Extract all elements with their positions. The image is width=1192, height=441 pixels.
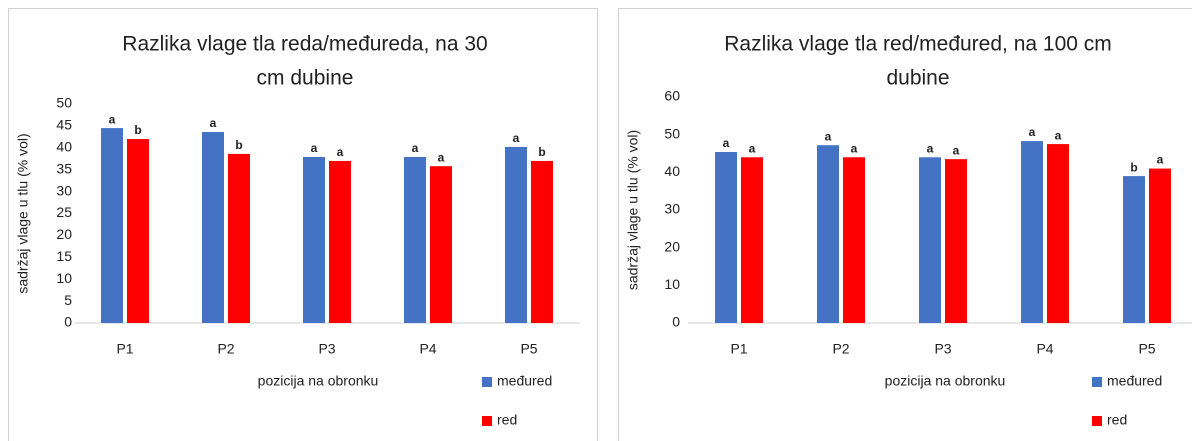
significance-letter: a xyxy=(109,112,116,126)
y-tick-label: 5 xyxy=(64,292,72,308)
y-tick-label: 25 xyxy=(56,204,72,220)
significance-letter: a xyxy=(851,141,858,155)
x-tick-label: P4 xyxy=(419,341,436,357)
significance-letter: b xyxy=(235,138,242,152)
significance-letter: a xyxy=(927,141,934,155)
chart-frame xyxy=(8,8,598,441)
x-axis-label: pozicija na obronku xyxy=(258,373,379,389)
bar xyxy=(228,153,250,323)
chart-title: Razlika vlage tla red/međured, na 100 cm xyxy=(724,33,1112,56)
significance-letter: a xyxy=(311,141,318,155)
y-tick-label: 20 xyxy=(664,238,680,254)
x-tick-label: P1 xyxy=(116,341,133,357)
legend-label: red xyxy=(497,412,517,428)
x-axis-label: pozicija na obronku xyxy=(885,373,1006,389)
x-tick-label: P5 xyxy=(520,341,537,357)
legend-swatch xyxy=(482,377,492,387)
bar xyxy=(919,157,941,323)
legend-swatch xyxy=(1092,377,1102,387)
bar xyxy=(127,139,149,323)
y-tick-label: 20 xyxy=(56,226,72,242)
y-tick-label: 10 xyxy=(664,276,680,292)
bar xyxy=(202,132,224,323)
significance-letter: a xyxy=(438,150,445,164)
y-tick-label: 50 xyxy=(56,95,72,111)
chart-frame xyxy=(618,8,1192,441)
y-axis-label: sadržaj vlage u tlu (% vol) xyxy=(15,133,31,293)
bar xyxy=(505,146,527,323)
significance-letter: a xyxy=(412,141,419,155)
significance-letter: a xyxy=(1157,153,1164,167)
y-tick-label: 40 xyxy=(664,163,680,179)
legend-label: red xyxy=(1107,412,1127,428)
y-tick-label: 60 xyxy=(664,88,680,104)
bar xyxy=(1047,144,1069,323)
x-tick-label: P3 xyxy=(318,341,335,357)
y-tick-label: 45 xyxy=(56,117,72,133)
legend-swatch xyxy=(1092,416,1102,426)
x-tick-label: P3 xyxy=(934,341,951,357)
y-tick-label: 30 xyxy=(664,201,680,217)
x-tick-label: P1 xyxy=(730,341,747,357)
y-tick-label: 50 xyxy=(664,125,680,141)
chart-title: Razlika vlage tla reda/međureda, na 30 xyxy=(122,33,487,56)
significance-letter: a xyxy=(337,145,344,159)
significance-letter: a xyxy=(1029,125,1036,139)
bar xyxy=(101,128,123,323)
significance-letter: a xyxy=(513,131,520,145)
bar xyxy=(843,157,865,323)
chart-title: cm dubine xyxy=(257,67,354,90)
significance-letter: a xyxy=(723,136,730,150)
y-axis-label: sadržaj vlage u tlu (% vol) xyxy=(625,130,641,290)
x-tick-label: P2 xyxy=(217,341,234,357)
x-tick-label: P2 xyxy=(832,341,849,357)
significance-letter: a xyxy=(953,143,960,157)
legend-swatch xyxy=(482,416,492,426)
significance-letter: a xyxy=(825,129,832,143)
bar xyxy=(1149,168,1171,323)
y-tick-label: 15 xyxy=(56,248,72,264)
bar xyxy=(303,156,325,323)
bar xyxy=(1021,141,1043,323)
y-tick-label: 35 xyxy=(56,160,72,176)
significance-letter: b xyxy=(1130,160,1137,174)
bar xyxy=(430,166,452,323)
bar xyxy=(715,151,737,323)
chart-title: dubine xyxy=(886,67,949,90)
x-tick-label: P4 xyxy=(1036,341,1053,357)
significance-letter: a xyxy=(749,141,756,155)
bar xyxy=(741,157,763,323)
y-tick-label: 30 xyxy=(56,182,72,198)
y-tick-label: 0 xyxy=(64,314,72,330)
bar xyxy=(531,160,553,323)
bar xyxy=(945,159,967,323)
x-tick-label: P5 xyxy=(1138,341,1155,357)
bar xyxy=(404,156,426,323)
significance-letter: a xyxy=(210,116,217,130)
y-tick-label: 40 xyxy=(56,139,72,155)
significance-letter: b xyxy=(538,145,545,159)
significance-letter: b xyxy=(134,123,141,137)
significance-letter: a xyxy=(1055,128,1062,142)
bar xyxy=(329,160,351,323)
bar xyxy=(817,145,839,323)
bar xyxy=(1123,176,1145,323)
y-tick-label: 10 xyxy=(56,270,72,286)
legend-label: međured xyxy=(1107,373,1162,389)
y-tick-label: 0 xyxy=(672,314,680,330)
legend-label: međured xyxy=(497,373,552,389)
